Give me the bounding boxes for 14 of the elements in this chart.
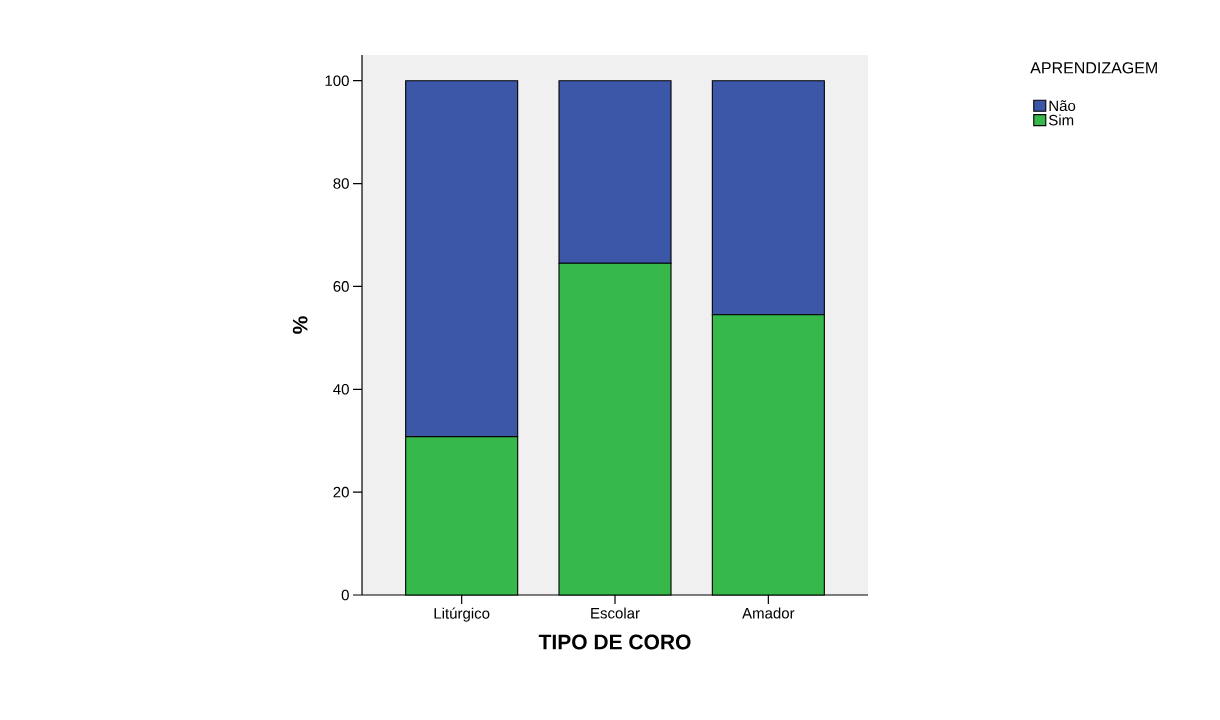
y-tick-label: 100 [325,75,349,87]
x-tick-label: Escolar [591,607,640,619]
y-tick-label: 0 [341,589,349,601]
x-tick-label: Litúrgico [434,607,490,622]
y-tick-label: 40 [333,383,349,395]
x-axis-title: TIPO DE CORO [538,634,691,650]
legend-label: Sim [1048,114,1074,126]
y-axis-title: % [292,316,308,334]
y-tick-label: 80 [333,178,349,189]
y-tick-label: 20 [333,486,349,498]
x-tick-label: Amador [742,607,795,619]
legend-label: Não [1049,100,1076,112]
y-tick-label: 60 [333,281,349,292]
legend-title: APRENDIZAGEM [1030,62,1157,74]
